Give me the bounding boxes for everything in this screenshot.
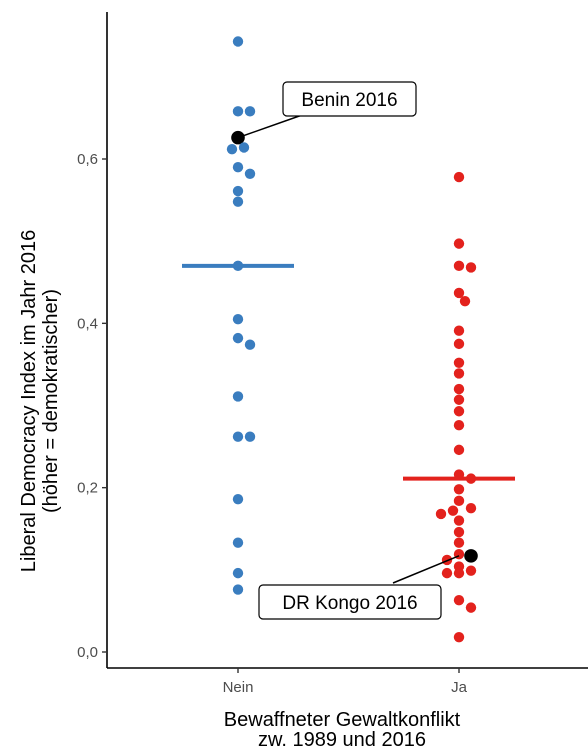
y-axis-title-line2: (höher = demokratischer) [40,289,62,513]
data-point-nein [232,314,244,325]
data-point-ja [459,295,471,307]
data-point-ja [453,238,465,249]
data-point-nein [232,567,244,579]
data-point-nein [244,339,256,350]
y-tick-label: 0,4 [77,315,98,332]
x-axis-title-line2: zw. 1989 und 2016 [258,729,426,747]
y-tick-label: 0,0 [77,644,98,661]
data-point-ja [453,420,465,431]
y-tick-label: 0,6 [77,151,98,168]
x-tick-label: Ja [451,679,468,696]
data-point-nein [244,106,256,117]
data-point-nein [232,584,244,595]
data-point-ja [453,338,465,350]
data-point-ja [441,567,453,579]
data-point-ja [453,368,465,379]
data-point-nein [232,431,244,442]
data-point-ja [453,394,465,405]
data-point-ja [453,484,465,495]
data-point-nein [232,537,244,548]
data-point-ja [453,325,465,336]
data-point-nein [232,185,244,197]
data-points [226,36,478,643]
x-axis-ticks: Nein Ja [223,668,468,696]
annotation-label: Benin 2016 [301,90,397,111]
data-point-ja [447,505,459,516]
data-point-ja [453,495,465,507]
data-point-ja [453,444,465,456]
y-axis-ticks: 0,0 0,2 0,4 0,6 [77,151,107,661]
data-point-nein [244,431,256,442]
data-point-ja [453,171,465,183]
data-point-nein [238,142,250,153]
data-point-ja [453,595,465,606]
data-point-ja [453,526,465,538]
data-point-ja [453,537,465,548]
data-point-ja [453,287,465,299]
annotations: Benin 2016 DR Kongo 2016 [237,81,460,620]
data-point-ja [453,567,465,579]
annotation-leader-line [392,555,460,584]
data-point-nein [232,106,244,117]
data-point-nein [232,36,244,47]
data-point-nein [232,196,244,207]
data-point-nein [232,162,244,173]
x-tick-label: Nein [223,679,254,696]
y-axis-title-line1: Liberal Democracy Index im Jahr 2016 [18,230,40,572]
data-point-ja [453,406,465,417]
data-point-ja [435,508,447,520]
data-point-nein [244,168,256,179]
data-point-ja [465,602,477,613]
data-point-ja [453,357,465,368]
data-point-nein [226,143,238,155]
annotation-box [258,584,442,620]
data-point-ja [465,565,477,576]
annotation-label: DR Kongo 2016 [282,593,417,614]
data-point-ja [453,632,465,643]
data-point-nein [232,391,244,402]
data-point-ja [453,260,465,272]
annotation-leader-line [237,113,306,139]
median-lines [182,263,515,481]
data-point-ja [465,503,477,514]
data-point-ja [453,515,465,526]
highlighted-point [464,549,478,563]
data-point-ja [465,262,477,273]
data-point-ja [453,383,465,395]
data-point-nein [232,493,244,505]
y-tick-label: 0,2 [77,480,98,497]
annotation-box [282,81,417,117]
x-axis-title-line1: Bewaffneter Gewaltkonflikt [224,709,461,731]
data-point-nein [232,332,244,344]
